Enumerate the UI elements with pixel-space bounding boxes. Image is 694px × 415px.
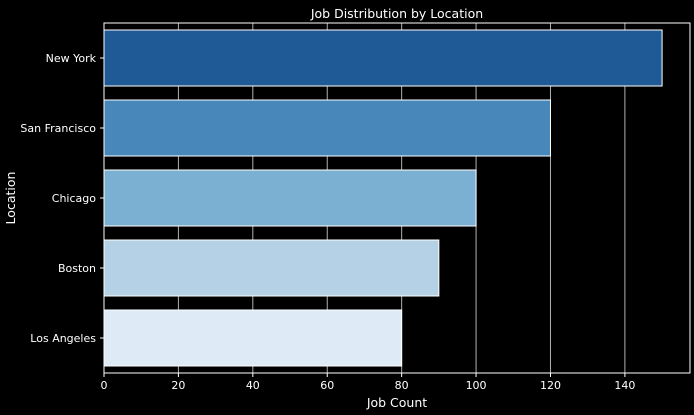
y-tick-label: New York bbox=[46, 52, 97, 65]
x-axis-label: Job Count bbox=[366, 395, 427, 410]
bar-boston bbox=[103, 239, 440, 297]
y-tick-label: Chicago bbox=[52, 192, 96, 205]
x-tick-label: 140 bbox=[614, 379, 635, 392]
bar-san-francisco bbox=[103, 99, 551, 157]
bar-chicago bbox=[103, 169, 477, 227]
y-tick-label: San Francisco bbox=[20, 122, 96, 135]
chart-title: Job Distribution by Location bbox=[310, 6, 483, 21]
y-axis-ticks: New York San Francisco Chicago Boston Los An… bbox=[20, 52, 104, 345]
bars bbox=[103, 29, 663, 367]
x-tick-label: 120 bbox=[540, 379, 561, 392]
x-axis-ticks: 0 20 40 60 80 100 120 140 bbox=[101, 373, 635, 392]
y-tick-label: Los Angeles bbox=[30, 332, 96, 345]
bar-new-york bbox=[103, 29, 663, 87]
bar-los-angeles bbox=[103, 309, 403, 367]
y-tick-label: Boston bbox=[58, 262, 96, 275]
x-tick-label: 20 bbox=[171, 379, 185, 392]
y-axis-label: Location bbox=[3, 172, 18, 225]
x-tick-label: 0 bbox=[101, 379, 108, 392]
x-tick-label: 40 bbox=[246, 379, 260, 392]
x-tick-label: 60 bbox=[320, 379, 334, 392]
x-tick-label: 80 bbox=[395, 379, 409, 392]
x-tick-label: 100 bbox=[466, 379, 487, 392]
